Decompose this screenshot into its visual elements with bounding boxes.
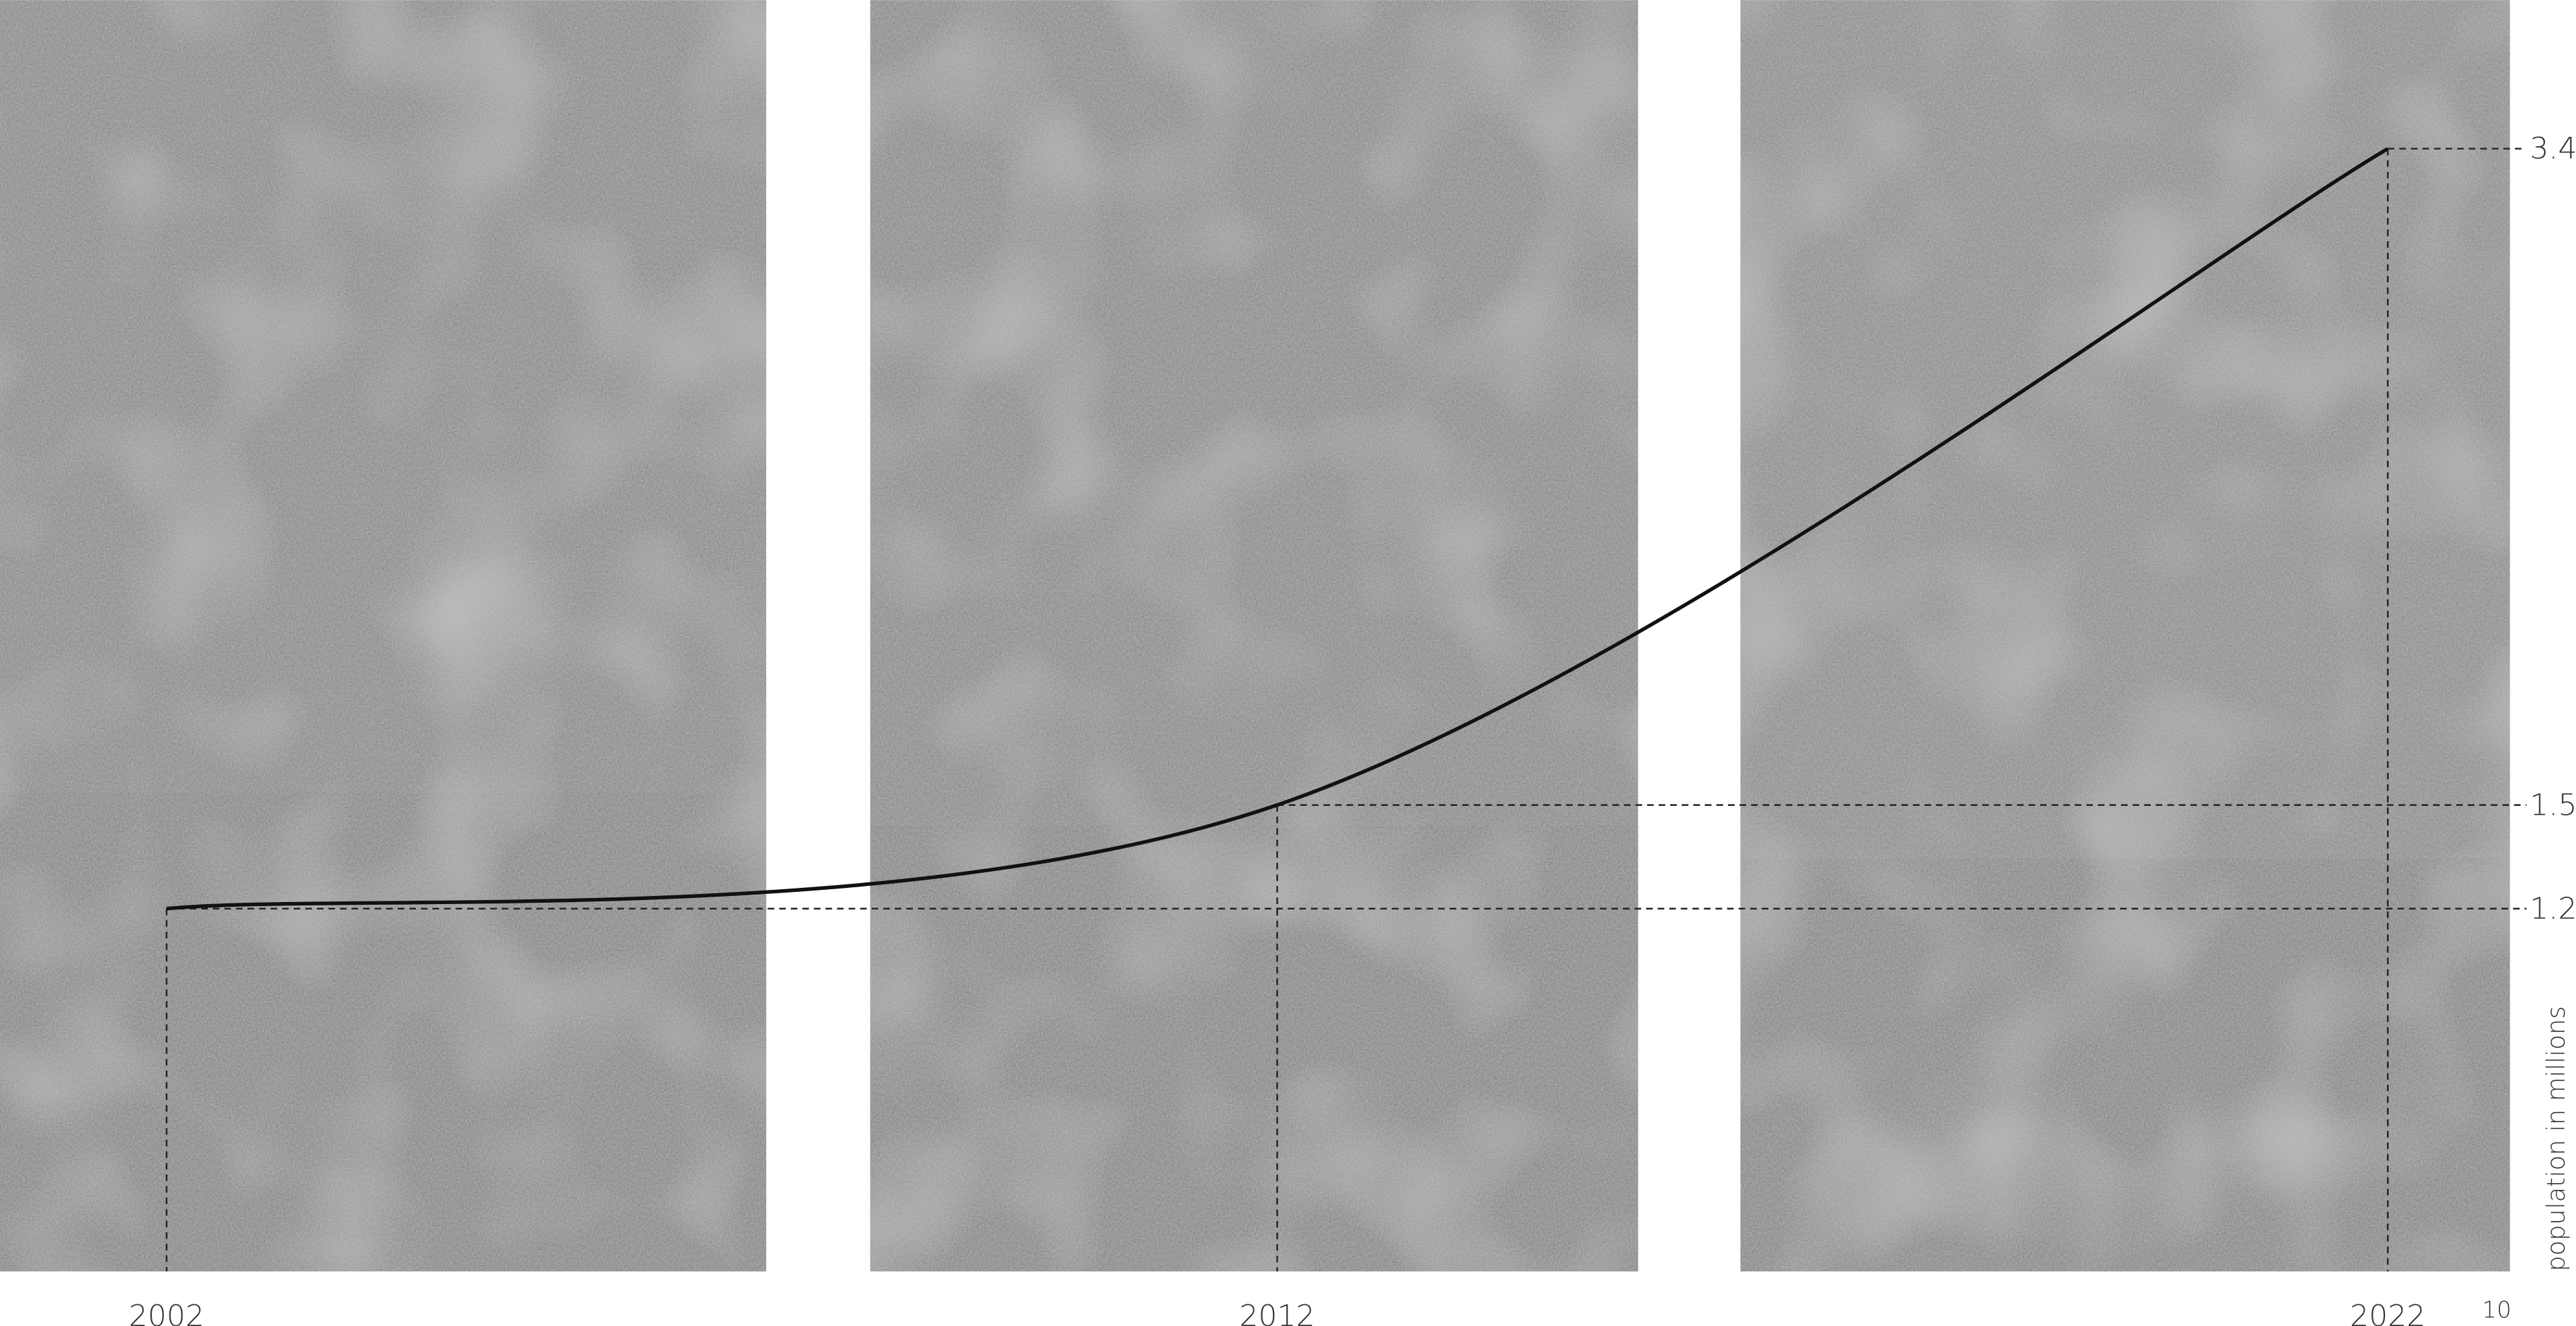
noise: [870, 0, 1639, 1272]
population-line: [166, 147, 2389, 911]
y-tick-label: 1.2: [2530, 891, 2576, 926]
y-tick-label: 1.5: [2530, 788, 2576, 822]
y-axis-label: population in millions: [2541, 1006, 2571, 1272]
noise: [1740, 0, 2510, 1272]
page-number: 10: [2482, 1297, 2511, 1324]
x-tick-label: 2022: [2350, 1299, 2426, 1326]
y-tick-label: 3.4: [2530, 131, 2576, 166]
x-tick-label: 2012: [1240, 1299, 1315, 1326]
noise: [0, 0, 767, 1272]
x-tick-label: 2002: [129, 1299, 205, 1326]
satellite-panels: [0, 0, 2510, 1272]
